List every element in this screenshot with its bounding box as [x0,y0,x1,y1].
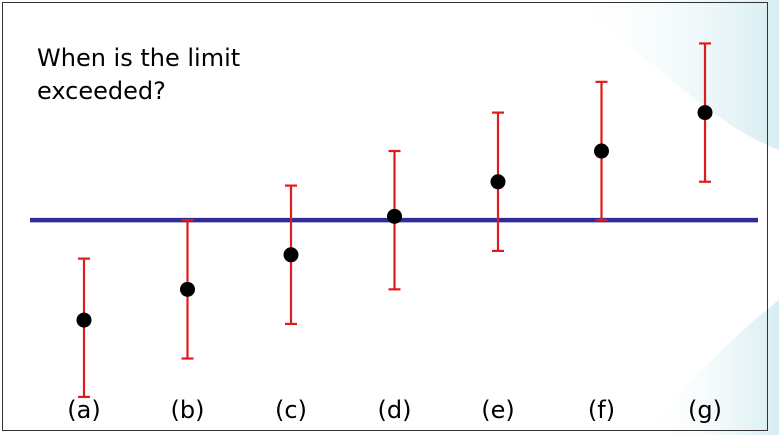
question-line-1: When is the limit [37,44,241,72]
data-point-2 [283,247,299,263]
data-point-5 [594,143,609,159]
question-line-2: exceeded? [37,77,166,105]
data-point-3 [387,208,402,224]
plot-frame [2,2,768,431]
category-label-4: (e) [481,396,515,424]
category-label-0: (a) [67,396,100,424]
category-label-2: (c) [275,396,307,424]
category-label-6: (g) [688,396,722,424]
category-label-3: (d) [378,396,412,424]
data-point-0 [76,312,92,328]
question-title: When is the limit exceeded? [37,42,337,108]
category-label-1: (b) [171,396,205,424]
data-point-1 [180,281,195,297]
category-label-5: (f) [588,396,615,424]
data-point-4 [490,174,506,190]
data-point-6 [697,105,713,121]
